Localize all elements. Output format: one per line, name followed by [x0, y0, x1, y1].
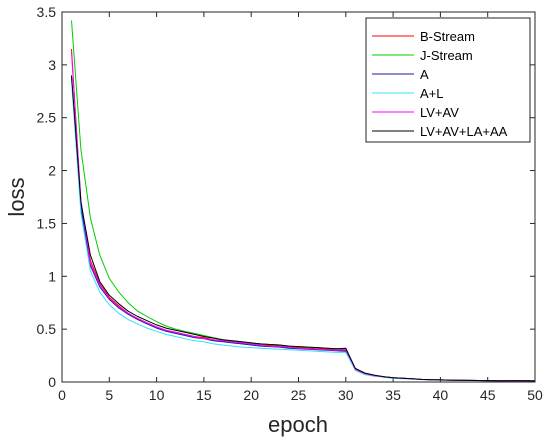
legend-label: A+L: [420, 86, 444, 101]
x-tick-label: 20: [243, 387, 259, 403]
x-tick-label: 50: [527, 387, 543, 403]
legend-label: J-Stream: [420, 48, 473, 63]
y-tick-label: 3: [48, 57, 56, 73]
x-tick-label: 40: [433, 387, 449, 403]
x-tick-label: 30: [338, 387, 354, 403]
legend-label: B-Stream: [420, 29, 475, 44]
x-tick-label: 0: [58, 387, 66, 403]
legend: B-Stream J-Stream A A+L LV+AV LV+AV+LA+AA: [365, 17, 531, 143]
y-axis-title: loss: [4, 177, 29, 216]
series-lines: [71, 20, 536, 382]
y-tick-label: 2.5: [37, 110, 57, 126]
legend-label: A: [420, 67, 429, 82]
x-axis: 0 5 10 15 20 25 30 35 40 45 50: [58, 12, 543, 403]
x-axis-title: epoch: [268, 412, 328, 437]
x-tick-label: 35: [385, 387, 401, 403]
legend-box: [365, 17, 531, 143]
y-tick-label: 2: [48, 163, 56, 179]
y-tick-label: 1: [48, 268, 56, 284]
y-axis: 0 0.5 1 1.5 2 2.5 3 3.5: [37, 4, 535, 390]
x-tick-label: 45: [480, 387, 496, 403]
x-tick-label: 10: [149, 387, 165, 403]
series-line-5: [71, 75, 536, 382]
x-tick-label: 25: [291, 387, 307, 403]
x-tick-label: 5: [105, 387, 113, 403]
legend-label: LV+AV: [420, 105, 459, 120]
y-tick-label: 3.5: [37, 4, 57, 20]
x-tick-label: 15: [196, 387, 212, 403]
y-tick-label: 0.5: [37, 321, 57, 337]
y-tick-label: 1.5: [37, 215, 57, 231]
y-tick-label: 0: [48, 374, 56, 390]
legend-label: LV+AV+LA+AA: [420, 124, 508, 139]
